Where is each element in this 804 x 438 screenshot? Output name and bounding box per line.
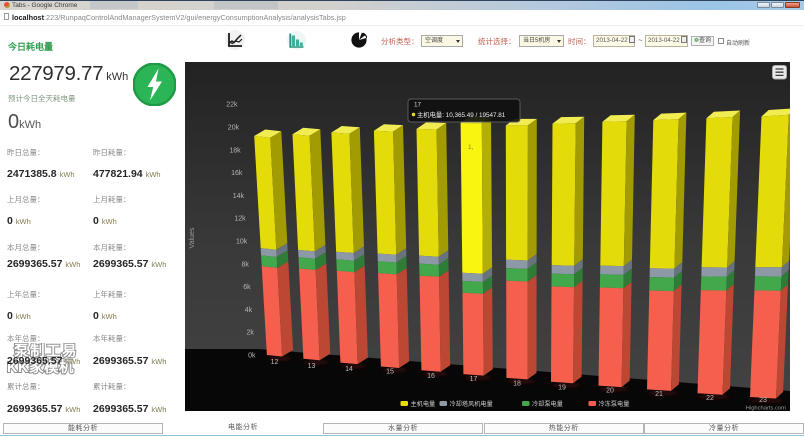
svg-text:冷却泵电量: 冷却泵电量	[532, 400, 563, 408]
svg-text:Values: Values	[189, 227, 196, 248]
svg-text:泵制工易: 泵制工易	[14, 343, 78, 360]
svg-text:1,: 1,	[468, 144, 474, 151]
svg-text:19: 19	[558, 385, 566, 392]
svg-text:12: 12	[271, 359, 279, 366]
svg-text:KK家模机: KK家模机	[7, 358, 74, 376]
svg-text:23: 23	[759, 397, 767, 404]
svg-text:主机电量: 主机电量	[411, 400, 436, 408]
svg-text:15: 15	[386, 369, 394, 376]
svg-text:22k: 22k	[226, 102, 238, 109]
svg-text:16: 16	[427, 373, 435, 380]
svg-text:22: 22	[706, 395, 714, 402]
svg-text:12k: 12k	[234, 216, 246, 223]
svg-text:17: 17	[414, 102, 422, 109]
svg-text:13: 13	[308, 363, 316, 370]
svg-text:10k: 10k	[236, 239, 248, 246]
svg-text:20: 20	[606, 388, 614, 395]
svg-text:8k: 8k	[241, 261, 249, 268]
svg-text:17: 17	[470, 376, 478, 383]
svg-text:16k: 16k	[231, 170, 243, 177]
svg-text:主机电量: 10,365.49 / 19547.81: 主机电量: 10,365.49 / 19547.81	[417, 110, 506, 119]
svg-text:18k: 18k	[229, 147, 241, 154]
svg-text:14: 14	[345, 366, 353, 373]
svg-text:冷却塔风机电量: 冷却塔风机电量	[450, 400, 493, 408]
svg-text:2k: 2k	[246, 330, 254, 337]
svg-text:6k: 6k	[243, 284, 251, 291]
svg-text:18: 18	[513, 381, 521, 388]
svg-text:Highcharts.com: Highcharts.com	[746, 406, 786, 412]
svg-text:20k: 20k	[228, 125, 240, 132]
svg-text:21: 21	[655, 391, 663, 398]
svg-text:14k: 14k	[233, 193, 245, 200]
svg-text:4k: 4k	[245, 307, 253, 314]
svg-text:0k: 0k	[248, 353, 256, 360]
svg-text:冷冻泵电量: 冷冻泵电量	[599, 400, 630, 408]
